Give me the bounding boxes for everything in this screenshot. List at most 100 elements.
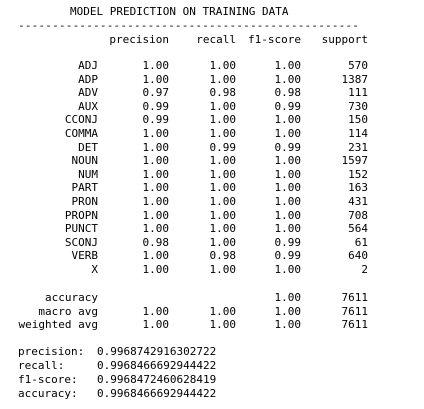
table-row: PART 1.00 1.00 1.00 163 (0, 181, 424, 195)
precision-value: 1.00 (142, 263, 170, 276)
summary-value: 0.9968742916302722 (97, 345, 217, 358)
recall-value: 1.00 (209, 195, 237, 208)
table-row: PRON 1.00 1.00 1.00 431 (0, 195, 424, 209)
row-label: SCONJ (64, 235, 98, 249)
summary-label: f1-score: (18, 373, 78, 386)
row-label: COMMA (64, 127, 98, 140)
f1-value: 1.00 (274, 195, 302, 208)
support-value: 564 (348, 222, 368, 236)
recall-value: 1.00 (209, 113, 237, 127)
precision-value: 1.00 (142, 222, 170, 236)
column-header-f1: f1-score (248, 33, 301, 46)
table-row: ADJ 1.00 1.00 1.00 570 (0, 59, 424, 73)
table-row: PUNCT 1.00 1.00 1.00 564 (0, 222, 424, 236)
row-label: CCONJ (64, 113, 98, 127)
row-label: PRON (71, 195, 99, 208)
f1-value: 1.00 (274, 127, 302, 140)
recall-value: 1.00 (209, 72, 237, 86)
column-header-precision: precision (109, 33, 169, 46)
table-row: SCONJ 0.98 1.00 0.99 61 (0, 236, 424, 250)
support-value: 730 (348, 99, 368, 113)
summary-label: precision: (18, 345, 85, 358)
row-label: PART (71, 181, 99, 195)
recall-value: 1.00 (209, 154, 237, 168)
recall-value: 1.00 (209, 222, 237, 236)
support-value: 640 (348, 249, 368, 263)
row-label: accuracy (45, 291, 98, 304)
summary-label: recall: (18, 359, 65, 372)
table-row: CCONJ 0.99 1.00 1.00 150 (0, 113, 424, 127)
precision-value: 0.98 (142, 235, 170, 249)
row-label: weighted avg (18, 318, 98, 332)
row-label: ADP (78, 72, 98, 86)
row-label: NOUN (71, 154, 99, 168)
recall-value: 1.00 (209, 263, 237, 276)
summary-value: 0.9968466692944422 (97, 387, 217, 400)
recall-value: 1.00 (209, 99, 237, 113)
row-label: VERB (71, 249, 99, 263)
support-value: 7611 (341, 318, 369, 332)
row-label: AUX (78, 99, 98, 113)
recall-value: 0.98 (209, 86, 237, 100)
f1-value: 1.00 (274, 181, 302, 195)
f1-value: 1.00 (274, 113, 302, 127)
recall-value: 0.99 (209, 140, 237, 154)
precision-value: 0.99 (142, 113, 170, 127)
f1-value: 1.00 (274, 263, 302, 276)
row-label: macro avg (38, 304, 98, 318)
support-value: 111 (348, 86, 368, 100)
summary-value: 0.9968466692944422 (97, 359, 217, 372)
precision-value: 0.99 (142, 99, 170, 113)
table-row: NOUN 1.00 1.00 1.00 1597 (0, 154, 424, 168)
f1-value: 0.99 (274, 140, 302, 154)
support-value: 231 (348, 140, 368, 154)
report-title: MODEL PREDICTION ON TRAINING DATA (70, 5, 289, 18)
row-label: NUM (78, 167, 98, 181)
recall-value: 0.98 (209, 249, 237, 263)
precision-value: 1.00 (142, 59, 170, 72)
precision-value: 1.00 (142, 318, 170, 332)
precision-value: 1.00 (142, 154, 170, 168)
f1-value: 1.00 (274, 318, 302, 332)
precision-value: 1.00 (142, 167, 170, 181)
separator-rule: ----------------------------------------… (18, 19, 360, 32)
recall-value: 1.00 (209, 304, 237, 318)
column-header-recall: recall (196, 33, 236, 46)
recall-value: 1.00 (209, 127, 237, 140)
support-value: 7611 (341, 304, 369, 318)
support-value: 431 (348, 195, 368, 208)
table-row: COMMA 1.00 1.00 1.00 114 (0, 127, 424, 141)
f1-value: 1.00 (274, 154, 302, 168)
f1-value: 1.00 (274, 59, 302, 72)
precision-value: 1.00 (142, 195, 170, 208)
precision-value: 1.00 (142, 249, 170, 263)
support-value: 61 (354, 235, 368, 249)
table-row: DET 1.00 0.99 0.99 231 (0, 141, 424, 155)
table-row: accuracy 1.00 7611 (0, 291, 424, 305)
f1-value: 0.98 (274, 86, 302, 100)
recall-value: 1.00 (209, 59, 237, 72)
f1-value: 1.00 (274, 208, 302, 222)
f1-value: 1.00 (274, 291, 302, 304)
support-value: 114 (348, 127, 368, 140)
table-row: X 1.00 1.00 1.00 2 (0, 263, 424, 277)
row-label: ADV (78, 86, 98, 100)
precision-value: 1.00 (142, 181, 170, 195)
row-label: DET (78, 140, 98, 154)
table-row: PROPN 1.00 1.00 1.00 708 (0, 209, 424, 223)
precision-value: 1.00 (142, 304, 170, 318)
precision-value: 1.00 (142, 140, 170, 154)
support-value: 2 (361, 263, 368, 276)
f1-value: 0.99 (274, 99, 302, 113)
f1-value: 1.00 (274, 72, 302, 86)
support-value: 708 (348, 208, 368, 222)
support-value: 150 (348, 113, 368, 127)
table-row: ADV 0.97 0.98 0.98 111 (0, 86, 424, 100)
row-label: X (91, 263, 98, 276)
table-row: VERB 1.00 0.98 0.99 640 (0, 249, 424, 263)
recall-value: 1.00 (209, 235, 237, 249)
support-value: 1387 (341, 72, 369, 86)
f1-value: 1.00 (274, 167, 302, 181)
table-row: macro avg 1.00 1.00 1.00 7611 (0, 305, 424, 319)
